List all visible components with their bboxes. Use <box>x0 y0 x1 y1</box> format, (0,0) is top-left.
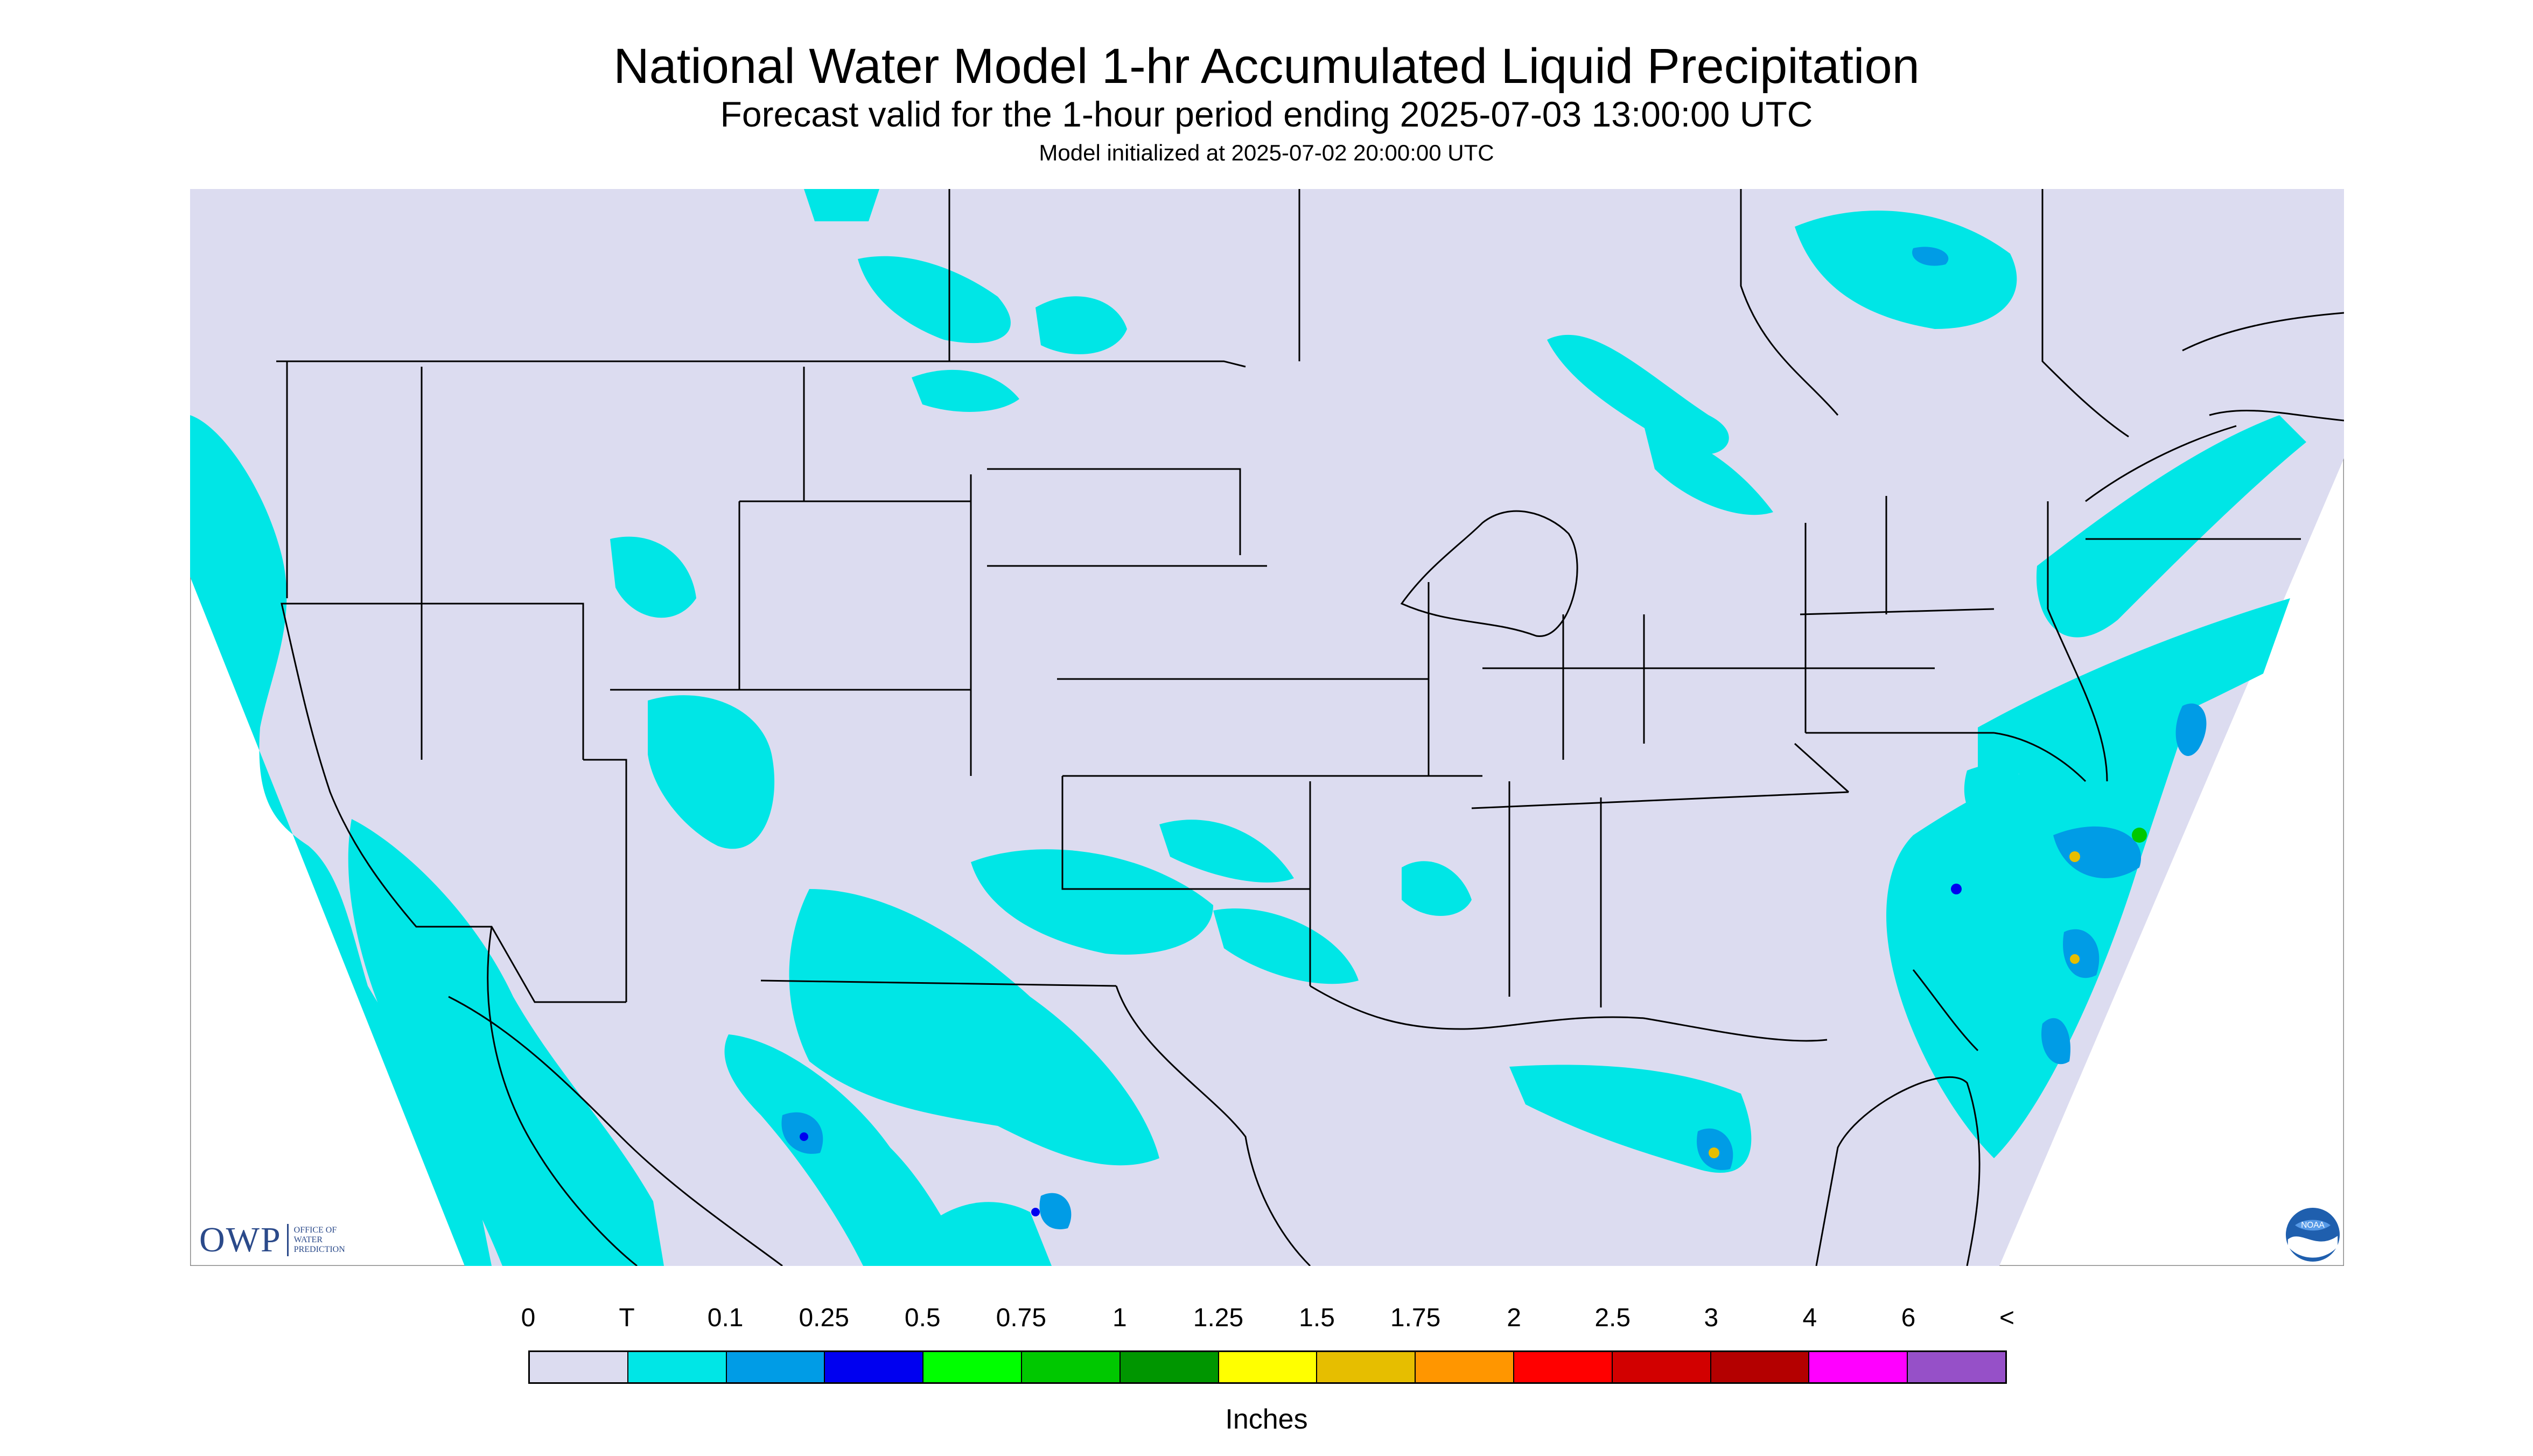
legend-tick-label: T <box>619 1304 635 1332</box>
legend-tick-label: 1.75 <box>1390 1304 1441 1332</box>
legend-swatch <box>530 1352 628 1382</box>
legend-swatch <box>1514 1352 1613 1382</box>
owp-logo-mark: OWP <box>199 1220 282 1259</box>
legend-swatch <box>1219 1352 1318 1382</box>
legend-tick-label: 2.5 <box>1594 1304 1631 1332</box>
legend-swatch <box>825 1352 924 1382</box>
legend-tick-label: 2 <box>1507 1304 1522 1332</box>
legend-swatch <box>726 1352 825 1382</box>
owp-logo: OWP OFFICE OF WATER PREDICTION <box>199 1220 345 1259</box>
legend-tick-label: 6 <box>1901 1304 1916 1332</box>
legend-swatch <box>1317 1352 1416 1382</box>
legend-tick-label: < <box>1999 1304 2015 1332</box>
legend-swatch <box>1809 1352 1908 1382</box>
legend-swatch <box>628 1352 727 1382</box>
legend-tick-label: 3 <box>1704 1304 1719 1332</box>
legend-swatch <box>1120 1352 1219 1382</box>
boundary-lines <box>276 189 2344 1266</box>
legend-tick-label: 0.75 <box>996 1304 1047 1332</box>
legend-tick-label: 1.5 <box>1299 1304 1335 1332</box>
legend-tick-label: 1 <box>1112 1304 1127 1332</box>
noaa-logo-text: NOAA <box>2301 1221 2325 1230</box>
legend-swatch <box>1711 1352 1810 1382</box>
precipitation-map <box>190 189 2344 1266</box>
noaa-logo: NOAA <box>2284 1206 2342 1264</box>
legend-tick-label: 1.25 <box>1193 1304 1244 1332</box>
heavy-precip-spots <box>800 828 2147 1216</box>
legend-swatch <box>1612 1352 1711 1382</box>
legend-tick-label: 0.5 <box>904 1304 941 1332</box>
legend-swatch <box>1908 1352 2005 1382</box>
owp-logo-text: OFFICE OF WATER PREDICTION <box>293 1226 345 1254</box>
legend-tick-labels: 0 T 0.1 0.25 0.5 0.75 1 1.25 1.5 1.75 2 2.5 3 4 6 < <box>0 1303 2533 1335</box>
legend-swatch <box>1021 1352 1121 1382</box>
legend-tick-label: 0.25 <box>799 1304 849 1332</box>
legend-tick-label: 0 <box>521 1304 536 1332</box>
model-init-time: Model initialized at 2025-07-02 20:00:00… <box>1039 140 1494 165</box>
model-domain <box>190 189 2344 1266</box>
legend-tick-label: 4 <box>1802 1304 1817 1332</box>
legend-color-bar <box>528 1350 2007 1384</box>
map-title: National Water Model 1-hr Accumulated Li… <box>613 39 1920 94</box>
owp-logo-divider <box>286 1224 289 1256</box>
map-subtitle: Forecast valid for the 1-hour period end… <box>720 94 1813 134</box>
legend-swatch <box>1416 1352 1514 1382</box>
legend-tick-label: 0.1 <box>707 1304 744 1332</box>
legend-units: Inches <box>1225 1404 1308 1435</box>
trace-precip-areas <box>190 189 2306 1266</box>
legend-swatch <box>923 1352 1022 1382</box>
